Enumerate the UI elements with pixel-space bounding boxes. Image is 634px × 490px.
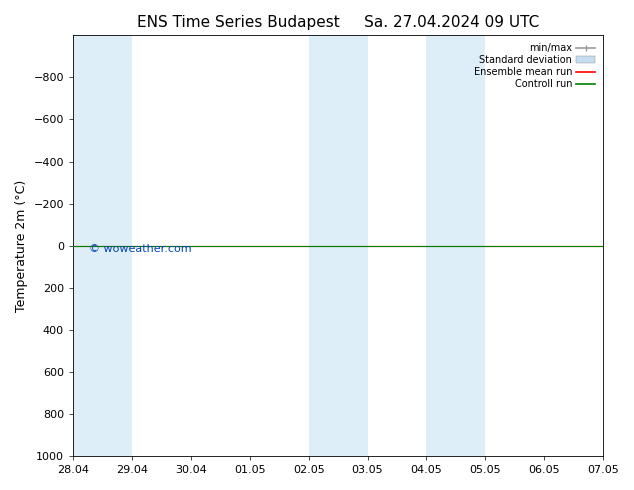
Bar xyxy=(603,35,634,456)
Y-axis label: Temperature 2m (°C): Temperature 2m (°C) xyxy=(15,179,28,312)
Legend: min/max, Standard deviation, Ensemble mean run, Controll run: min/max, Standard deviation, Ensemble me… xyxy=(470,40,598,92)
Text: © woweather.com: © woweather.com xyxy=(89,244,191,253)
Bar xyxy=(309,35,368,456)
Title: ENS Time Series Budapest     Sa. 27.04.2024 09 UTC: ENS Time Series Budapest Sa. 27.04.2024 … xyxy=(137,15,540,30)
Bar xyxy=(73,35,132,456)
Bar xyxy=(427,35,486,456)
